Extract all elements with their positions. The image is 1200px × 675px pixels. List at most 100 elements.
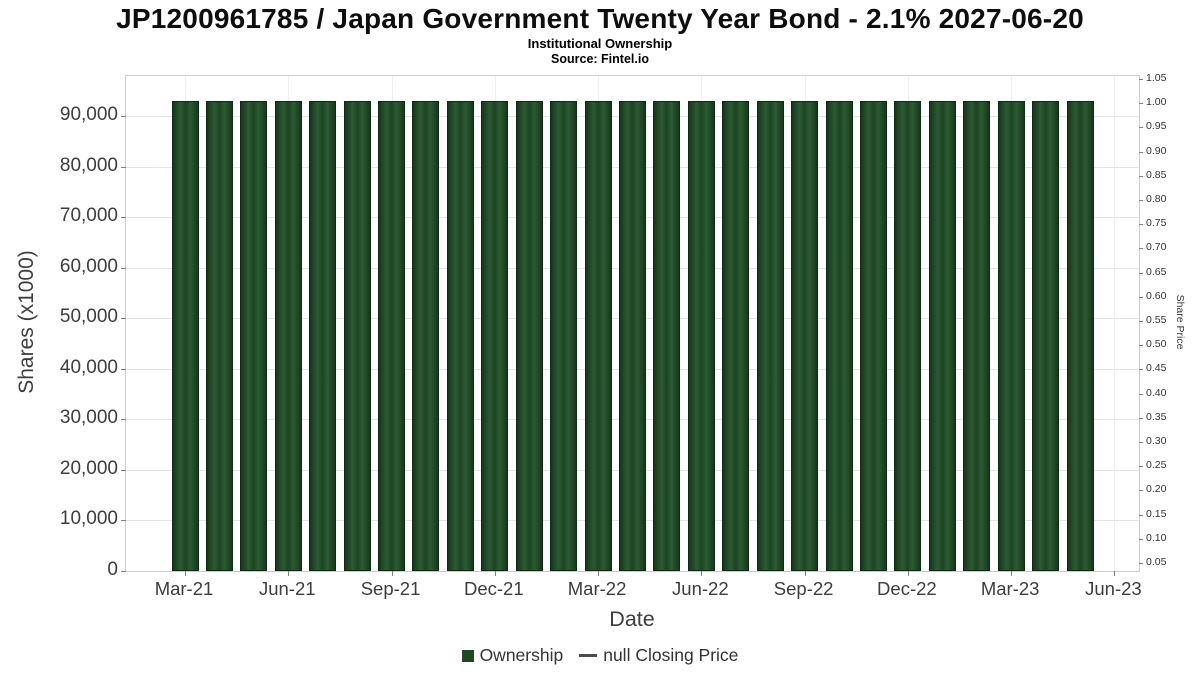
x-axis-tick-label: Mar-22	[567, 578, 627, 599]
right-axis-tick-label: 1.05	[1146, 72, 1167, 84]
bar	[481, 101, 509, 571]
right-tick-mark	[1139, 175, 1143, 177]
y-axis-tick-label: 40,000	[59, 356, 118, 378]
right-tick-mark	[1139, 79, 1143, 80]
legend-item-ownership[interactable]: Ownership	[461, 645, 564, 666]
y-tick-mark	[121, 166, 126, 168]
gridline-v	[1114, 76, 1116, 571]
y-tick-mark	[121, 217, 126, 219]
x-axis-tick-label: Jun-21	[258, 578, 316, 599]
right-axis-tick-label: 0.55	[1146, 314, 1167, 326]
x-tick-mark	[907, 571, 909, 576]
right-tick-mark	[1139, 417, 1143, 419]
right-axis-tick-label: 0.65	[1146, 265, 1167, 278]
x-axis-tick-label: Dec-22	[877, 578, 937, 599]
legend-item-closing-price[interactable]: null Closing Price	[579, 645, 738, 666]
x-tick-mark	[494, 571, 496, 576]
right-tick-mark	[1139, 200, 1143, 201]
y-axis-tick-label: 90,000	[59, 104, 118, 126]
right-tick-mark	[1139, 127, 1143, 129]
y-axis-tick-label: 10,000	[59, 508, 118, 530]
bar	[859, 101, 887, 571]
y-tick-mark	[121, 368, 126, 370]
bar	[619, 101, 646, 571]
bar	[928, 101, 956, 571]
y-axis-tick-label: 30,000	[59, 407, 118, 429]
bar	[274, 101, 302, 571]
right-tick-mark	[1139, 442, 1143, 443]
bar	[1032, 101, 1060, 571]
x-axis-tick-label: Jun-22	[672, 578, 729, 599]
bar	[412, 101, 440, 571]
chart-title: JP1200961785 / Japan Government Twenty Y…	[116, 3, 1084, 34]
right-tick-mark	[1139, 321, 1143, 322]
right-axis-tick-label: 0.90	[1146, 144, 1167, 157]
plot-area	[121, 75, 1143, 576]
right-tick-mark	[1139, 490, 1143, 492]
y-tick-mark	[121, 419, 126, 421]
right-tick-mark	[1139, 538, 1143, 540]
bar	[240, 101, 268, 571]
right-axis-tick-label: 0.40	[1146, 386, 1167, 399]
bar	[378, 101, 406, 571]
y-tick-mark	[121, 520, 126, 522]
right-axis-tick-label: 0.75	[1146, 217, 1167, 230]
y-axis-right: 1.05 1.00 0.95 0.90 0.85 0.80 0.75 0.70 0.65 0.60…	[1142, 72, 1182, 572]
y-tick-mark	[121, 116, 126, 118]
right-tick-mark	[1139, 103, 1143, 105]
x-axis-label: Date	[609, 607, 655, 631]
bar	[171, 101, 199, 571]
x-tick-mark	[185, 571, 186, 576]
x-axis: Mar-21 Jun-21 Sep-21 Dec-21 Mar-22 Jun-22 Sep-…	[125, 578, 1142, 604]
bar	[722, 101, 750, 571]
bar	[205, 101, 233, 571]
y-axis-tick-label: 80,000	[59, 154, 118, 176]
chart-subtitle: Institutional Ownership	[527, 36, 673, 51]
right-axis-tick-label: 0.50	[1146, 338, 1167, 351]
y-axis-tick-label: 60,000	[59, 255, 118, 277]
right-axis-tick-label: 0.05	[1146, 556, 1167, 568]
x-tick-mark	[1011, 571, 1013, 576]
right-tick-mark	[1139, 393, 1143, 395]
y-tick-mark	[121, 267, 126, 269]
right-axis-tick-label: 0.10	[1146, 531, 1167, 544]
right-tick-mark	[1139, 151, 1143, 153]
right-tick-mark	[1139, 514, 1143, 516]
right-tick-mark	[1139, 296, 1143, 298]
y-axis-tick-label: 70,000	[59, 205, 118, 227]
x-axis-tick-label: Dec-21	[463, 578, 524, 599]
y-axis-tick-label: 50,000	[59, 306, 118, 328]
ownership-square-marker-icon	[461, 649, 474, 662]
right-axis-tick-label: 0.30	[1146, 435, 1167, 447]
x-axis-tick-label: Sep-22	[773, 578, 834, 599]
bar	[825, 101, 853, 571]
legend-label-ownership: Ownership	[479, 645, 564, 665]
y-tick-mark	[121, 318, 126, 320]
bar	[446, 101, 474, 571]
bar	[343, 101, 371, 571]
bar	[584, 101, 612, 571]
x-tick-mark	[701, 571, 703, 576]
y-tick-mark	[121, 469, 126, 471]
right-tick-mark	[1139, 563, 1143, 564]
x-axis-tick-label: Mar-23	[980, 578, 1040, 599]
right-tick-mark	[1139, 224, 1143, 226]
x-tick-mark	[804, 571, 806, 576]
right-axis-tick-label: 0.25	[1146, 459, 1167, 472]
x-tick-mark	[1114, 571, 1116, 576]
x-axis-tick-label: Mar-21	[154, 578, 214, 599]
bar	[309, 101, 337, 571]
y-axis-tick-label: 20,000	[59, 457, 118, 479]
right-axis-tick-label: 0.15	[1146, 507, 1167, 520]
right-axis-tick-label: 1.00	[1146, 96, 1167, 109]
closing-price-line-marker-icon	[579, 654, 598, 657]
right-axis-tick-label: 0.80	[1146, 193, 1167, 205]
bar	[550, 101, 578, 571]
y-tick-mark	[121, 571, 126, 572]
bar	[653, 101, 681, 571]
right-tick-mark	[1139, 466, 1143, 468]
right-tick-mark	[1139, 345, 1143, 347]
bar	[515, 101, 543, 571]
right-axis-tick-label: 0.95	[1146, 120, 1167, 133]
